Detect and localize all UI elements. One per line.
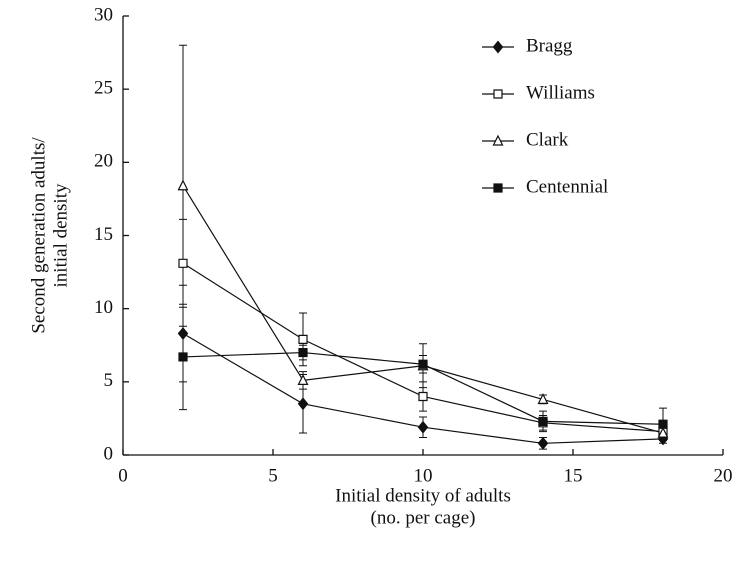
marker [418, 391, 428, 402]
legend-marker [492, 40, 504, 54]
marker [178, 258, 188, 268]
marker [177, 327, 189, 340]
y-tick-label: 30 [94, 4, 113, 25]
x-axis-label: (no. per cage) [371, 507, 476, 528]
legend-marker [493, 183, 503, 193]
y-axis-label-group: Second generation adults/initial density [28, 137, 71, 334]
marker [298, 347, 308, 358]
marker [298, 334, 308, 344]
marker [297, 397, 309, 411]
legend-label: Clark [526, 129, 569, 150]
marker [657, 426, 669, 438]
marker [417, 420, 429, 434]
marker [418, 359, 428, 369]
legend-marker [493, 89, 503, 99]
marker [177, 179, 189, 191]
marker [538, 416, 548, 426]
y-tick-label: 10 [94, 297, 113, 318]
y-tick-label: 20 [94, 151, 113, 172]
y-tick-label: 5 [104, 370, 114, 391]
marker [537, 393, 549, 404]
x-tick-label: 20 [714, 465, 733, 486]
y-tick-label: 15 [94, 224, 113, 245]
y-axis-label: Second generation adults/ [28, 137, 49, 334]
y-tick-label: 25 [94, 78, 113, 99]
legend-marker [492, 134, 504, 146]
x-tick-label: 15 [564, 465, 583, 486]
legend-label: Bragg [526, 35, 573, 56]
y-axis-label: initial density [50, 183, 71, 287]
legend-label: Centennial [526, 176, 608, 197]
x-tick-label: 0 [118, 465, 128, 486]
x-tick-label: 10 [414, 465, 433, 486]
marker [178, 352, 188, 362]
x-axis-label: Initial density of adults [335, 485, 511, 506]
marker [297, 374, 309, 385]
y-tick-label: 0 [104, 443, 114, 464]
legend-label: Williams [526, 82, 595, 103]
marker [537, 436, 549, 450]
x-tick-label: 5 [268, 465, 278, 486]
marker [658, 419, 668, 429]
